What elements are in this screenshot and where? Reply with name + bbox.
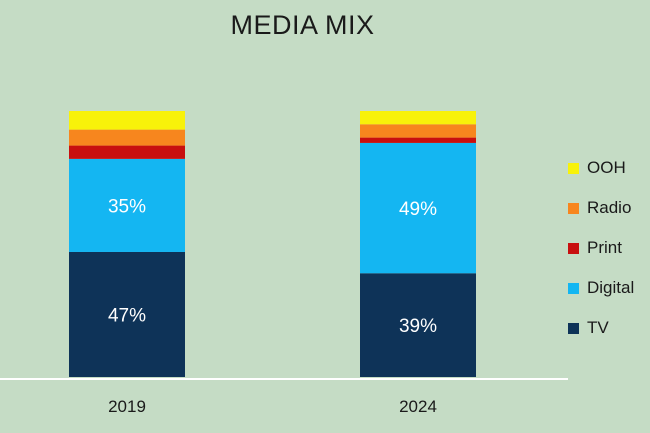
x-axis-line [0, 378, 568, 380]
data-label-tv-2019: 47% [108, 305, 146, 326]
legend-label-print: Print [587, 238, 622, 257]
legend-swatch-tv [568, 322, 579, 334]
legend-swatch-print [568, 242, 579, 254]
x-tick-label-2019: 2019 [108, 397, 146, 416]
legend-item-digital: Digital [568, 268, 634, 308]
bar-segment-digital-2024 [360, 142, 476, 274]
data-label-tv-2024: 39% [399, 316, 437, 337]
legend-label-ooh: OOH [587, 158, 626, 177]
bar-segment-radio-2024 [360, 124, 476, 138]
bar-segment-tv-2024 [360, 273, 476, 377]
legend-label-tv: TV [587, 318, 609, 337]
legend-swatch-digital [568, 282, 579, 294]
bar-segment-ooh-2019 [69, 111, 185, 130]
chart-title: MEDIA MIX [230, 10, 375, 40]
chart-legend: OOH Radio Print Digital TV [568, 148, 634, 348]
bar-segment-digital-2019 [69, 158, 185, 252]
legend-swatch-ooh [568, 162, 579, 174]
legend-item-ooh: OOH [568, 148, 634, 188]
bar-segment-tv-2019 [69, 251, 185, 377]
legend-item-tv: TV [568, 308, 634, 348]
bar-segment-print-2019 [69, 145, 185, 159]
data-label-digital-2024: 49% [399, 199, 437, 220]
legend-item-radio: Radio [568, 188, 634, 228]
bar-segment-ooh-2024 [360, 111, 476, 125]
legend-label-digital: Digital [587, 278, 635, 297]
x-tick-label-2024: 2024 [399, 397, 437, 416]
bar-segment-print-2024 [360, 137, 476, 143]
bar-segment-radio-2019 [69, 129, 185, 146]
data-label-digital-2019: 35% [108, 196, 146, 217]
legend-item-print: Print [568, 228, 634, 268]
legend-swatch-radio [568, 202, 579, 214]
legend-label-radio: Radio [587, 198, 632, 217]
